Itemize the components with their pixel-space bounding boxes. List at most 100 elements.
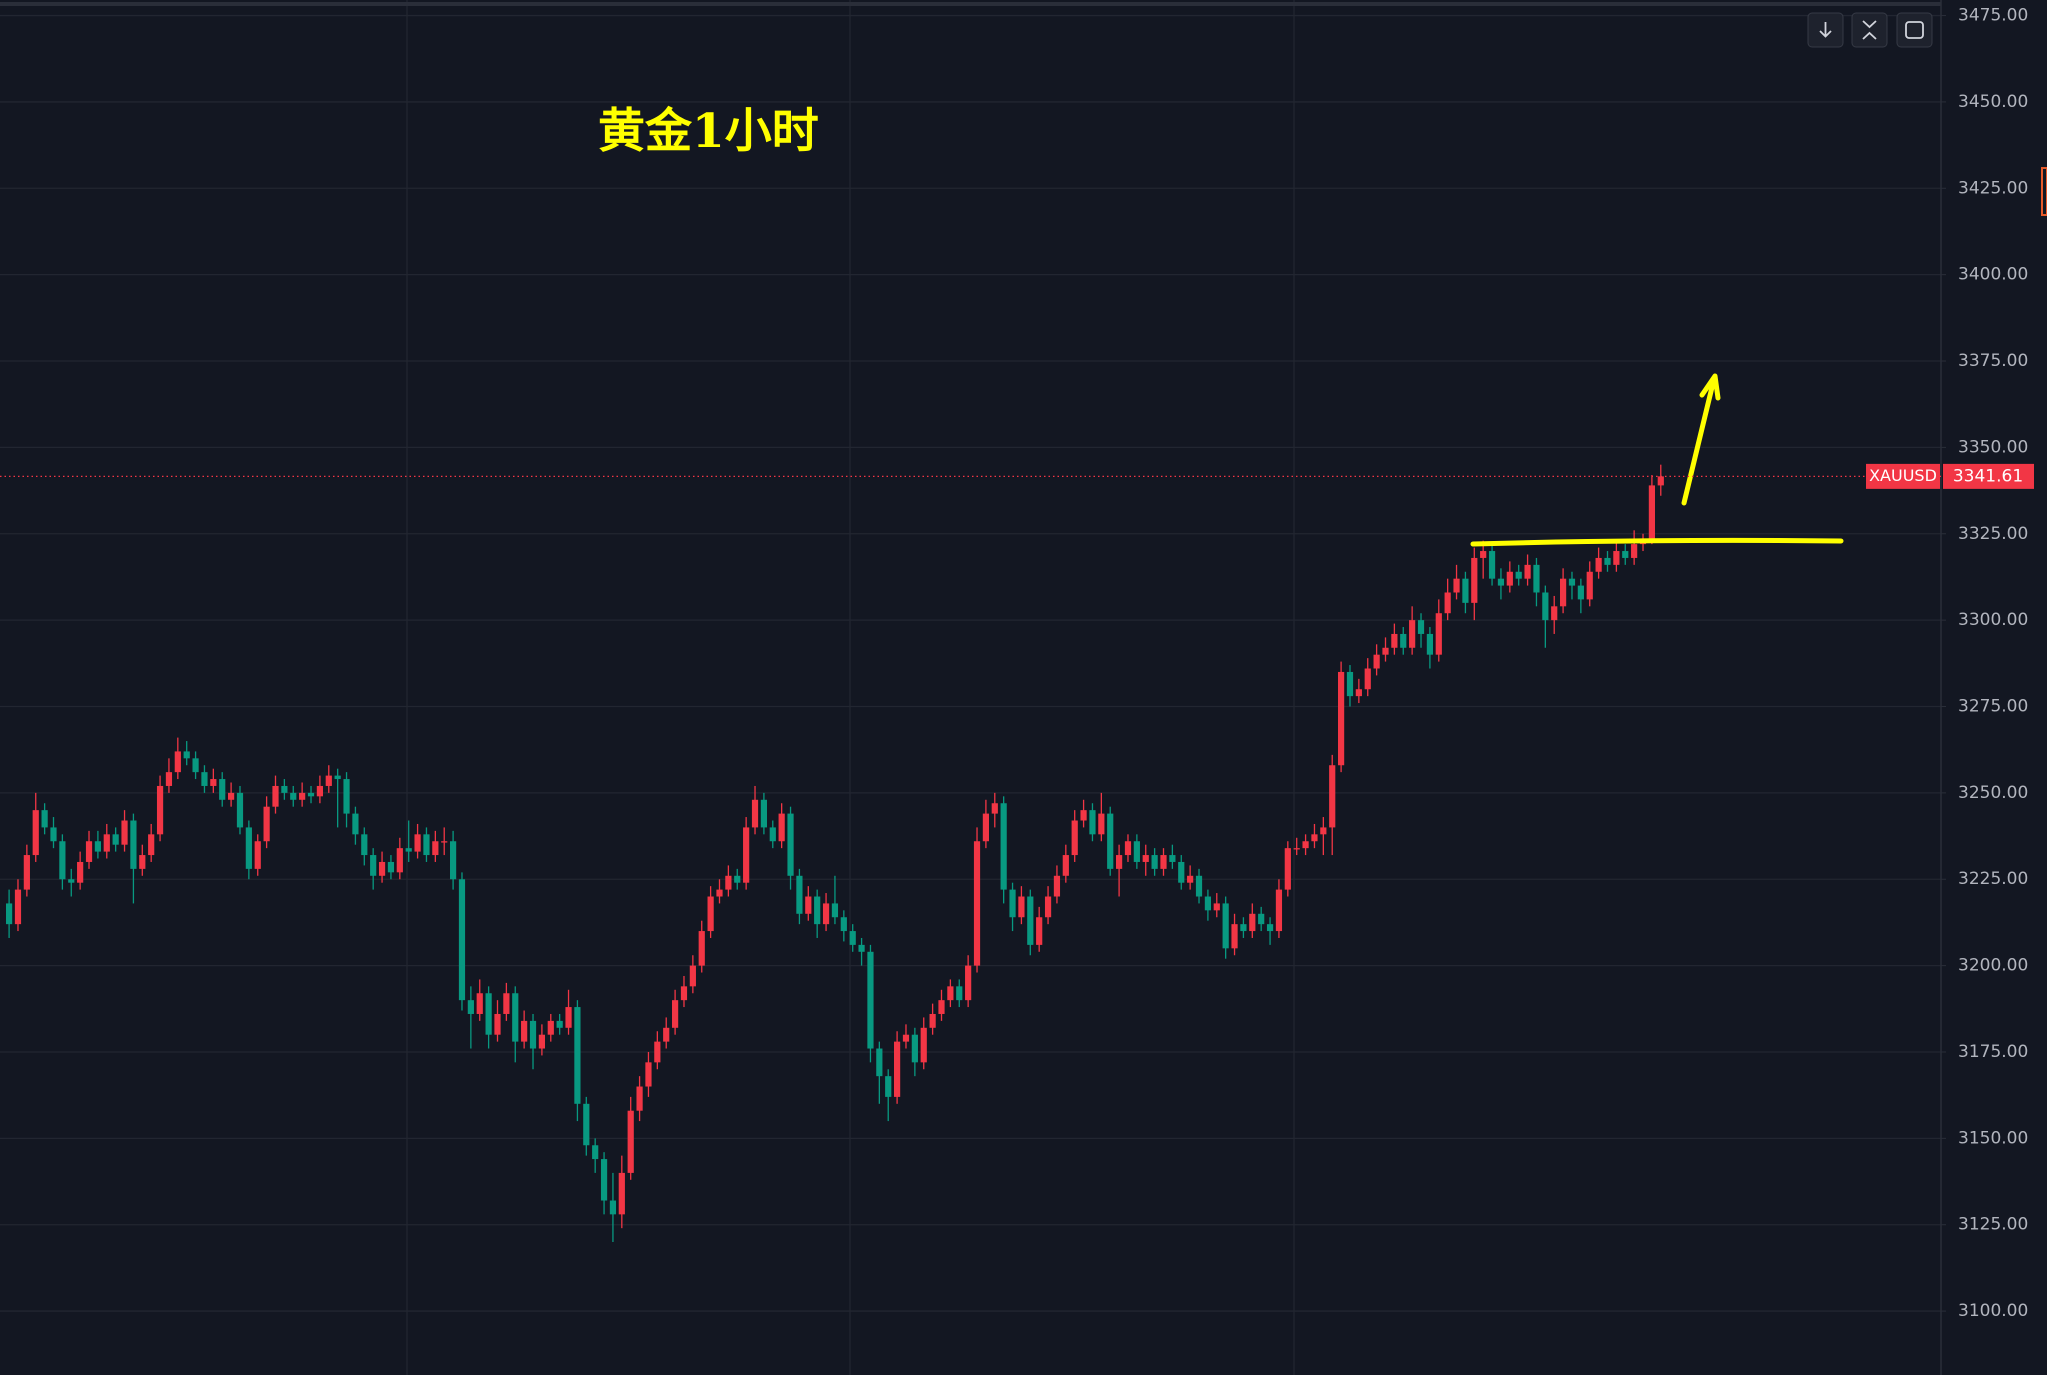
candle-body [1346,671,1354,697]
candle-body [1604,557,1611,565]
candle-body [1409,620,1416,648]
candle-body [1533,564,1540,593]
candle-body [1071,820,1078,856]
fullscreen-button[interactable] [1896,12,1933,48]
y-tick-label: 3325.00 [1958,524,2028,544]
candle-body [1027,896,1034,945]
candle-body [645,1062,652,1087]
candle-body [165,772,173,786]
collapse-button[interactable] [1851,12,1888,48]
candle-body [1107,813,1114,869]
candle-body [982,813,989,842]
candle-body [1480,551,1487,558]
candle-body [858,944,865,952]
y-tick-label: 3300.00 [1958,610,2028,630]
candle-body [352,813,359,835]
candle-body [734,875,741,883]
candle-body [1204,896,1211,911]
candle-body [1488,551,1496,579]
drawn-level-line [1470,537,1844,547]
candle-body [1435,613,1442,655]
price-tag [1943,463,2034,489]
candle-body [1648,485,1655,541]
candle-body [1524,564,1531,579]
candle-body [192,758,199,773]
candle-body [1551,606,1558,621]
candle-body [778,813,785,842]
candle-body [1169,855,1176,862]
candle-body [94,841,101,852]
candle-body [618,1172,625,1215]
y-tick-label: 3250.00 [1958,783,2028,803]
candle-body [716,889,723,897]
candle-body [1133,841,1140,862]
candle-body [405,848,412,852]
candle-body [201,772,208,786]
candle-body [387,861,395,873]
candle-body [743,827,750,883]
candle-body [751,799,759,828]
candle-body [1613,551,1620,565]
candle-body [1098,813,1105,835]
candle-body [32,810,39,856]
candle-body [441,841,448,843]
scroll-button[interactable] [1807,12,1844,48]
candle-body [236,792,244,828]
candle-body [1151,855,1158,869]
candle-body [556,1020,563,1028]
candle-body [529,1020,537,1049]
candle-body [583,1103,590,1146]
candle-body [1080,810,1087,821]
candle-body [929,1013,936,1028]
y-tick-label: 3375.00 [1958,351,2028,371]
candle-body [1497,578,1505,586]
candle-body [1160,855,1167,869]
y-tick-label: 3100.00 [1958,1301,2028,1321]
candle-body [787,813,794,876]
candle-body [458,879,466,1001]
candle-body [414,834,421,852]
candle-body [1329,765,1336,828]
candle-body [680,986,688,1001]
candle-body [1009,889,1016,918]
candle-body [512,993,519,1042]
candle-body [476,993,483,1014]
candle-body [59,841,66,880]
candle-body [911,1034,918,1063]
candle-body [521,1020,528,1042]
candle-body [1293,848,1300,850]
candle-body [1222,903,1229,949]
price-tag-label: 3341.61 [1953,466,2023,486]
candle-body [1400,633,1407,648]
annotation [1470,373,1844,547]
candle-body [760,799,767,828]
candle-body [547,1020,554,1035]
candle-body [1142,855,1149,862]
candle-body [343,779,350,814]
candle-body [627,1110,634,1173]
candle-body [1453,578,1460,593]
candle-body [609,1200,617,1215]
candle-body [1382,647,1389,655]
candle-body [121,820,128,845]
y-tick-label: 3425.00 [1958,178,2028,198]
candle-body [689,965,696,987]
candle-body [574,1007,581,1104]
drawn-arrow [1681,373,1721,506]
y-tick-label: 3350.00 [1958,437,2028,457]
candle-body [1444,592,1451,614]
candle-body [1373,654,1380,669]
candle-body [947,986,954,1001]
candle-body [1515,571,1522,579]
candle-body [103,834,110,852]
y-tick-label: 3450.00 [1958,92,2028,112]
candle-body [831,903,839,918]
candle-body [156,785,164,835]
candle-body [85,841,93,862]
candle-body [50,827,57,842]
candle-body [6,903,13,925]
y-tick-label: 3175.00 [1958,1042,2028,1062]
candle-body [663,1027,670,1042]
candles [6,464,1664,1242]
candle-body [965,965,972,1001]
